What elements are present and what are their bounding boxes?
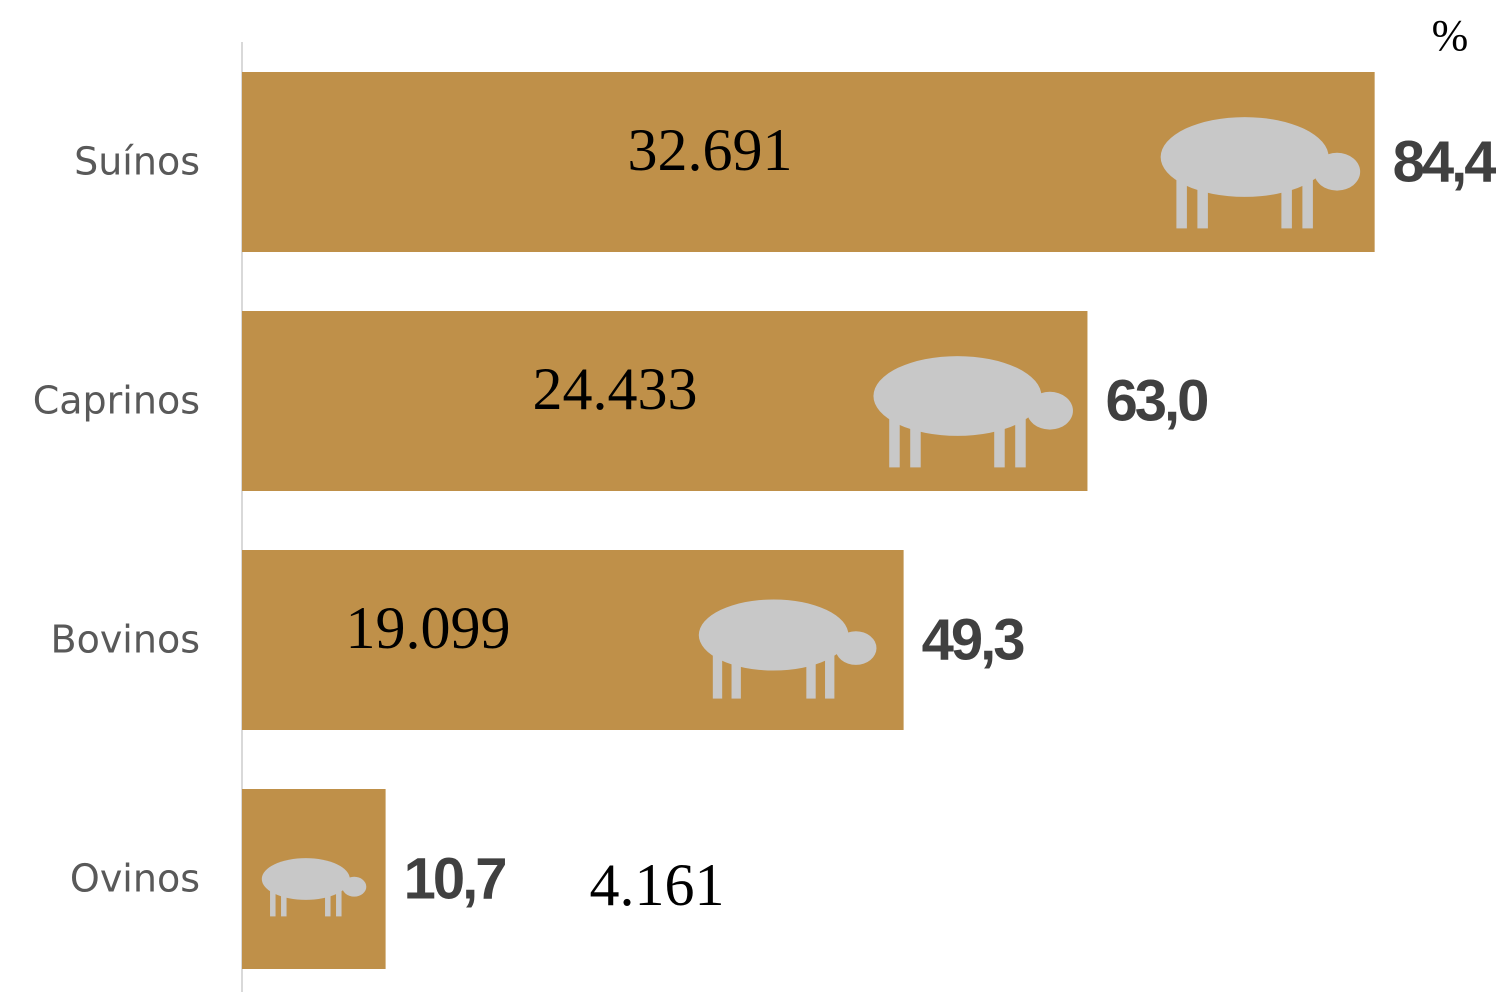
icon-part <box>731 653 741 699</box>
icon-part <box>1160 117 1329 197</box>
icon-part <box>270 890 276 917</box>
animal-icon <box>873 356 1073 468</box>
count-label: 4.161 <box>590 852 725 918</box>
icon-part <box>1313 152 1361 191</box>
value-label: 84,4 <box>1393 129 1496 194</box>
icon-part <box>825 653 835 699</box>
animal-icon <box>698 599 877 699</box>
icon-part <box>889 417 900 468</box>
count-label: 19.099 <box>346 595 511 661</box>
icon-part <box>994 417 1005 468</box>
icon-part <box>698 599 849 671</box>
icon-part <box>1197 178 1208 229</box>
icon-part <box>806 653 816 699</box>
icon-part <box>910 417 921 468</box>
unit-label: % <box>1432 11 1469 60</box>
count-label: 24.433 <box>533 356 698 422</box>
icon-part <box>1015 417 1026 468</box>
category-label: Suínos <box>74 140 200 184</box>
value-label: 49,3 <box>922 607 1025 672</box>
animal-icon <box>1160 117 1361 229</box>
icon-part <box>342 876 367 897</box>
icon-part <box>1026 391 1073 430</box>
icon-part <box>325 890 331 917</box>
animal-icon <box>261 858 367 917</box>
icon-part <box>1176 178 1187 229</box>
icon-part <box>1302 178 1313 229</box>
icon-part <box>712 653 723 699</box>
icon-part <box>873 356 1042 436</box>
value-label: 10,7 <box>404 846 506 911</box>
icon-part <box>336 890 342 917</box>
category-label: Bovinos <box>51 618 201 662</box>
icon-part <box>835 631 877 665</box>
icon-part <box>1281 178 1292 229</box>
value-label: 63,0 <box>1105 368 1207 433</box>
category-label: Ovinos <box>70 857 200 901</box>
icon-part <box>281 890 287 917</box>
icon-part <box>261 858 350 900</box>
category-label: Caprinos <box>33 379 200 423</box>
count-label: 32.691 <box>628 117 793 183</box>
